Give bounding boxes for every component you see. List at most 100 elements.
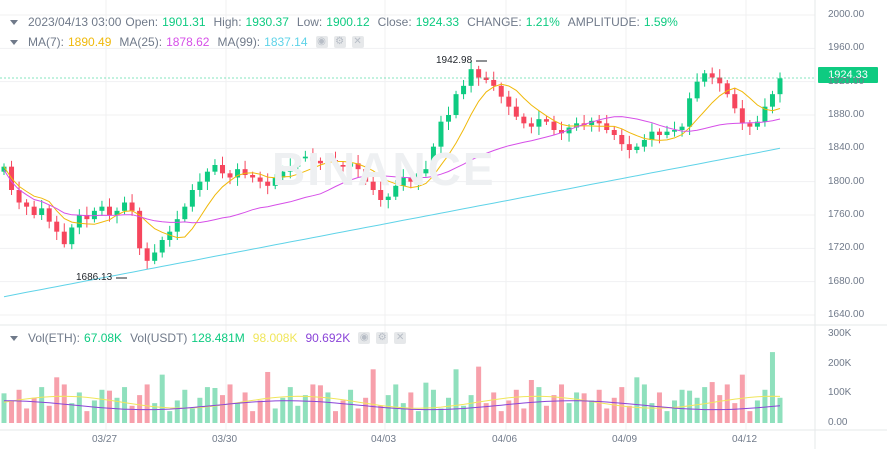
candle-body	[295, 158, 301, 167]
candle-body	[438, 121, 444, 147]
candle-body	[717, 77, 723, 84]
volume-bar	[287, 387, 293, 423]
volume-bar	[762, 389, 768, 423]
binance-watermark: BINANCE	[272, 143, 496, 195]
candle-body	[99, 206, 105, 211]
candle-body	[400, 177, 406, 186]
volume-bar	[430, 389, 436, 423]
open-label: Open:	[125, 15, 159, 29]
candle-body	[272, 177, 278, 186]
volume-bar	[626, 405, 632, 423]
volume-bar	[461, 405, 467, 423]
candle-body	[702, 73, 708, 82]
volume-bar	[182, 389, 188, 423]
candle-body	[408, 177, 414, 182]
amplitude-label: AMPLITUDE:	[567, 15, 640, 29]
candle-body	[430, 146, 436, 170]
high-extreme-label: 1942.98	[436, 55, 473, 66]
volume-bar	[144, 384, 150, 423]
eye-icon[interactable]: ◉	[315, 36, 328, 48]
volume-tick-label: 300K	[828, 328, 852, 339]
volume-bar	[769, 352, 775, 423]
candle-body	[144, 248, 150, 261]
candle-body	[453, 94, 459, 115]
volume-bar	[559, 384, 565, 423]
volume-bar	[687, 390, 693, 423]
candle-body	[762, 106, 768, 122]
candle-body	[16, 190, 22, 203]
low-label: Low:	[296, 15, 323, 29]
price-tick-label: 1960.00	[828, 42, 865, 54]
candle-body	[468, 69, 474, 86]
volume-bar	[446, 397, 452, 423]
eye-icon[interactable]: ◉	[358, 332, 371, 344]
candle-body	[340, 165, 346, 167]
volume-bar	[129, 405, 135, 423]
candle-body	[137, 210, 143, 249]
volume-bar	[694, 397, 700, 423]
candle-body	[106, 206, 112, 215]
volume-bar	[363, 397, 369, 423]
close-value: 1924.33	[415, 15, 460, 29]
candle-body	[61, 231, 67, 245]
candle-body	[159, 240, 165, 253]
candle-body	[566, 127, 572, 134]
volume-bar	[137, 395, 143, 423]
price-tick-label: 1760.00	[828, 209, 865, 220]
volume-bar	[702, 387, 708, 423]
volume-bar	[280, 397, 286, 423]
candle-body	[694, 81, 700, 99]
settings-icon[interactable]: ⚙	[376, 332, 389, 344]
candle-body	[641, 140, 647, 147]
ma7-value: 1890.49	[68, 35, 112, 49]
volume-bar	[348, 389, 354, 423]
candle-body	[250, 175, 256, 178]
volume-bar	[24, 408, 30, 423]
candle-body	[122, 202, 128, 211]
volume-tick-label: 100K	[828, 387, 852, 399]
close-icon[interactable]: ✕	[394, 332, 407, 344]
candle-body	[84, 215, 90, 220]
collapse-icon[interactable]	[10, 39, 18, 45]
volume-bar	[54, 377, 60, 423]
candle-body	[589, 120, 595, 125]
collapse-icon[interactable]	[10, 19, 18, 25]
candle-body	[461, 85, 467, 95]
volume-bar	[649, 403, 655, 423]
volume-bar	[777, 397, 783, 423]
ma25-line	[3, 116, 781, 224]
volume-bar	[257, 400, 263, 423]
volume-tick-label: 0.00	[828, 417, 848, 428]
volume-bar	[84, 411, 90, 423]
volume-bar	[250, 411, 256, 423]
volume-bar	[378, 405, 384, 423]
low-value: 1900.12	[326, 15, 370, 29]
volume-bar	[159, 374, 165, 423]
candle-body	[664, 131, 670, 135]
candle-body	[174, 219, 180, 232]
vol-eth-value: 67.08K	[84, 331, 123, 345]
candle-body	[596, 120, 602, 124]
settings-icon[interactable]: ⚙	[333, 36, 346, 48]
high-label: High:	[213, 15, 242, 29]
ohlc-legend: 2023/04/13 03:00 Open: 1901.31 High: 1930.…	[6, 15, 686, 29]
volume-bar	[69, 403, 75, 423]
axes	[0, 60, 815, 279]
collapse-icon[interactable]	[10, 335, 18, 341]
candle-body	[626, 144, 632, 150]
candle-body	[769, 94, 775, 107]
volume-bar	[1, 393, 7, 423]
close-icon[interactable]: ✕	[351, 36, 364, 48]
volume-bar	[664, 411, 670, 423]
candle-body	[39, 208, 45, 215]
candle-body	[325, 160, 331, 164]
vol-eth-label: Vol(ETH):	[28, 331, 81, 345]
candle-body	[619, 135, 625, 145]
candle-body	[302, 156, 308, 159]
price-tick-label: 1680.00	[828, 275, 865, 287]
candle-body	[355, 163, 361, 170]
moving-average-lines	[3, 83, 781, 298]
low-extreme-label: 1686.13	[76, 272, 113, 283]
volume-bar	[574, 392, 580, 423]
